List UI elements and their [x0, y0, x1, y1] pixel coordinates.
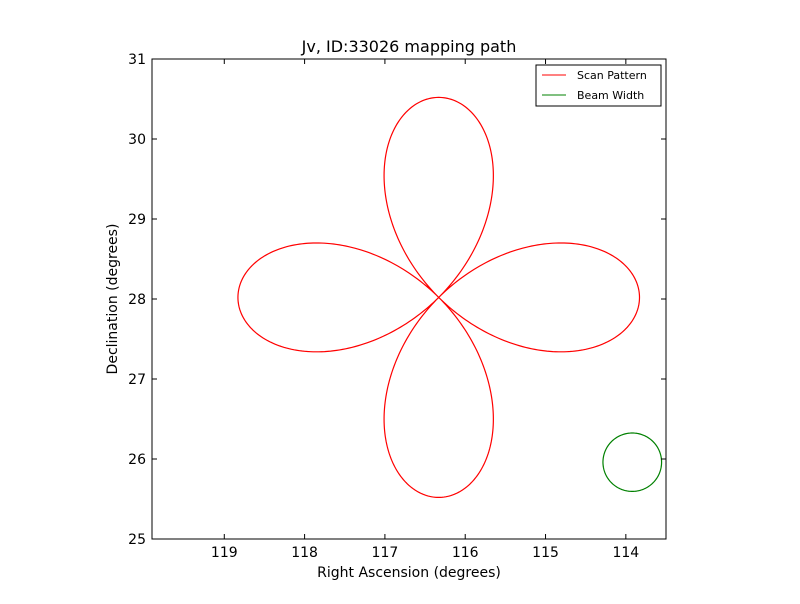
y-tick-label: 28 — [128, 292, 146, 308]
legend-box — [535, 64, 662, 107]
y-tick-label: 27 — [128, 372, 146, 388]
x-axis-label: Right Ascension (degrees) — [317, 565, 501, 581]
x-tick-label: 119 — [211, 545, 238, 561]
beam-width-circle — [602, 432, 663, 493]
y-tick-label: 30 — [128, 132, 146, 148]
x-tick-label: 114 — [612, 545, 639, 561]
y-tick-label: 29 — [128, 212, 146, 228]
x-tick-label: 116 — [452, 545, 479, 561]
plot-area — [152, 59, 666, 539]
chart-title: Jv, ID:33026 mapping path — [301, 37, 517, 56]
y-tick-label: 31 — [128, 52, 146, 68]
legend-label-beam-width: Beam Width — [577, 89, 644, 102]
x-tick-label: 117 — [372, 545, 399, 561]
y-tick-label: 25 — [128, 532, 146, 548]
scan-pattern-line — [237, 96, 641, 499]
x-tick-label: 115 — [532, 545, 559, 561]
legend: Scan Pattern Beam Width — [535, 64, 662, 107]
y-tick-label: 26 — [128, 452, 146, 468]
x-tick-label: 118 — [291, 545, 318, 561]
legend-label-scan-pattern: Scan Pattern — [577, 69, 647, 82]
y-axis-label: Declination (degrees) — [105, 224, 121, 375]
